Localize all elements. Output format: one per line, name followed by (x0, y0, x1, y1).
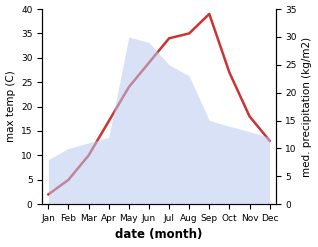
Y-axis label: med. precipitation (kg/m2): med. precipitation (kg/m2) (302, 37, 313, 177)
Y-axis label: max temp (C): max temp (C) (5, 71, 16, 143)
X-axis label: date (month): date (month) (115, 228, 203, 242)
